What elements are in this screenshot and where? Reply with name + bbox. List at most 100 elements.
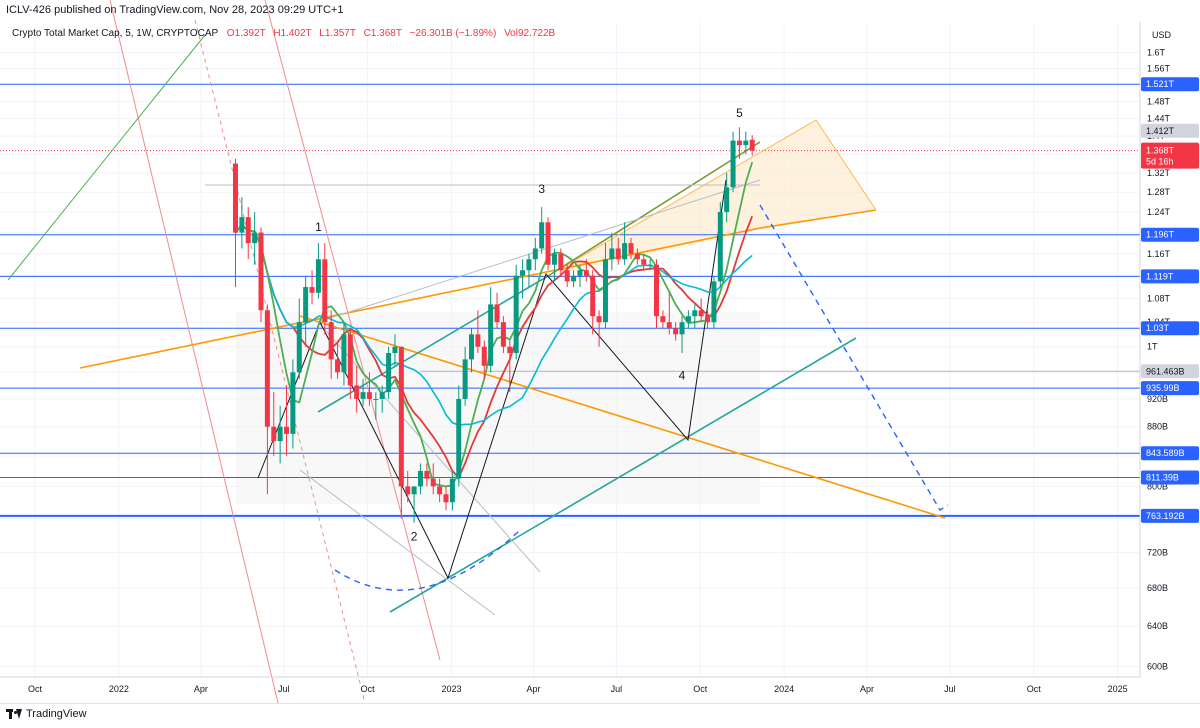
candle-body bbox=[373, 398, 379, 400]
price-level-label: 763.192B bbox=[1146, 511, 1185, 521]
price-level-label: 843.589B bbox=[1146, 448, 1185, 458]
candle-body bbox=[354, 385, 360, 399]
time-axis: Oct 2022 Apr Jul Oct 2023 Apr Jul Oct 2024 Apr Jul O… bbox=[0, 676, 1140, 694]
candle-body bbox=[284, 426, 290, 434]
wave-labels: 1 2 3 4 5 bbox=[315, 106, 743, 543]
y-tick-label: 1.08T bbox=[1147, 294, 1171, 304]
candle-body bbox=[679, 322, 685, 335]
candle-body bbox=[341, 334, 347, 373]
candle-body bbox=[475, 334, 481, 347]
current-price-tag bbox=[1141, 142, 1199, 169]
price-level-tag bbox=[1141, 381, 1199, 396]
candle-body bbox=[449, 478, 455, 503]
y-tick-label: 1.24T bbox=[1147, 207, 1171, 217]
footer-bar: TradingView bbox=[0, 703, 1200, 728]
candle-body bbox=[462, 359, 468, 399]
x-tick-label: 2022 bbox=[109, 684, 129, 694]
candle-body bbox=[673, 328, 679, 335]
candle-body bbox=[347, 334, 353, 386]
x-tick-label: Oct bbox=[28, 684, 43, 694]
candle-body bbox=[551, 253, 557, 265]
brand[interactable]: TradingView bbox=[6, 708, 87, 720]
candle-body bbox=[488, 304, 494, 366]
candle-body bbox=[430, 478, 436, 487]
candle-body bbox=[360, 392, 366, 399]
price-level-label: 811.39B bbox=[1146, 473, 1179, 483]
candle-body bbox=[730, 140, 736, 188]
candle-body bbox=[532, 248, 538, 260]
candle-body bbox=[500, 322, 506, 347]
y-tick-label: 800B bbox=[1147, 481, 1168, 491]
current-price-label: 1.368T bbox=[1146, 146, 1175, 156]
gray-level-label: 1.412T bbox=[1146, 126, 1175, 136]
countdown-label: 5d 16h bbox=[1146, 157, 1174, 167]
wave-label: 1 bbox=[315, 220, 322, 234]
candle-body bbox=[335, 359, 341, 373]
resistance-line bbox=[79, 227, 761, 369]
candle-body bbox=[647, 264, 653, 266]
price-level-tag bbox=[1141, 508, 1199, 523]
candle-body bbox=[507, 346, 513, 354]
y-tick-label: 1.44T bbox=[1147, 113, 1171, 123]
candle-body bbox=[481, 346, 487, 366]
x-tick-label: Jul bbox=[611, 684, 623, 694]
candle-body bbox=[456, 398, 462, 479]
change-value: −26.301B (−1.89%) bbox=[410, 28, 497, 39]
candle-body bbox=[590, 275, 596, 317]
candle-body bbox=[271, 426, 277, 442]
candle-body bbox=[622, 243, 628, 260]
y-tick-label: 1.6T bbox=[1147, 48, 1166, 58]
candle-body bbox=[577, 270, 583, 276]
ma-red bbox=[234, 215, 754, 479]
candle-body bbox=[424, 470, 430, 479]
candle-body bbox=[417, 470, 423, 487]
candle-body bbox=[252, 232, 258, 244]
price-chart[interactable]: 1 2 3 4 5 Crypto Total Market Cap, 5, 1W, CR… bbox=[0, 0, 1200, 703]
price-level-tag bbox=[1141, 321, 1199, 336]
candle-body bbox=[392, 346, 398, 354]
trend-line-red bbox=[109, 0, 279, 703]
candle-body bbox=[232, 163, 238, 233]
candle-body bbox=[736, 140, 742, 146]
candle-body bbox=[743, 140, 749, 146]
candle-body bbox=[628, 243, 634, 254]
currency-label: USD bbox=[1152, 30, 1172, 40]
candle-body bbox=[749, 139, 755, 151]
candle-body bbox=[654, 264, 660, 317]
target-edge bbox=[815, 119, 877, 211]
x-tick-label: Oct bbox=[1027, 684, 1042, 694]
candle-body bbox=[602, 259, 608, 323]
price-level-label: 1.521T bbox=[1146, 79, 1175, 89]
wave-label: 4 bbox=[679, 368, 686, 382]
candle-body bbox=[692, 310, 698, 317]
candle-body bbox=[398, 346, 404, 487]
candle-body bbox=[698, 310, 704, 317]
open-value: O1.392T bbox=[227, 28, 266, 39]
x-tick-label: Oct bbox=[361, 684, 376, 694]
y-tick-label: 1.48T bbox=[1147, 96, 1171, 106]
ma-green bbox=[234, 161, 754, 488]
svg-text:Crypto Total Market Cap, 5, 1W: Crypto Total Market Cap, 5, 1W, CRYPTOCA… bbox=[12, 28, 556, 39]
candle-body bbox=[366, 392, 372, 399]
publish-bar: ICLV-426 published on TradingView.com, N… bbox=[0, 0, 1200, 20]
candle-body bbox=[443, 494, 449, 503]
candle-body bbox=[245, 217, 251, 244]
candles bbox=[232, 127, 755, 523]
x-tick-label: Apr bbox=[194, 684, 208, 694]
x-tick-label: Apr bbox=[860, 684, 874, 694]
moving-averages bbox=[234, 161, 754, 488]
candle-body bbox=[513, 275, 519, 354]
candle-body bbox=[405, 486, 411, 495]
candle-body bbox=[724, 187, 730, 213]
candle-body bbox=[711, 281, 717, 323]
descending-line bbox=[299, 315, 946, 519]
y-tick-label: 1.56T bbox=[1147, 63, 1171, 73]
candle-body bbox=[315, 259, 321, 293]
candle-body bbox=[564, 270, 570, 282]
y-tick-label: 920B bbox=[1147, 394, 1168, 404]
x-tick-label: 2023 bbox=[441, 684, 461, 694]
gray-level-tag bbox=[1141, 364, 1199, 379]
projection-dashed bbox=[759, 204, 949, 511]
channel-mid-line bbox=[317, 179, 761, 323]
legend-header: Crypto Total Market Cap, 5, 1W, CRYPTOCA… bbox=[12, 28, 556, 39]
